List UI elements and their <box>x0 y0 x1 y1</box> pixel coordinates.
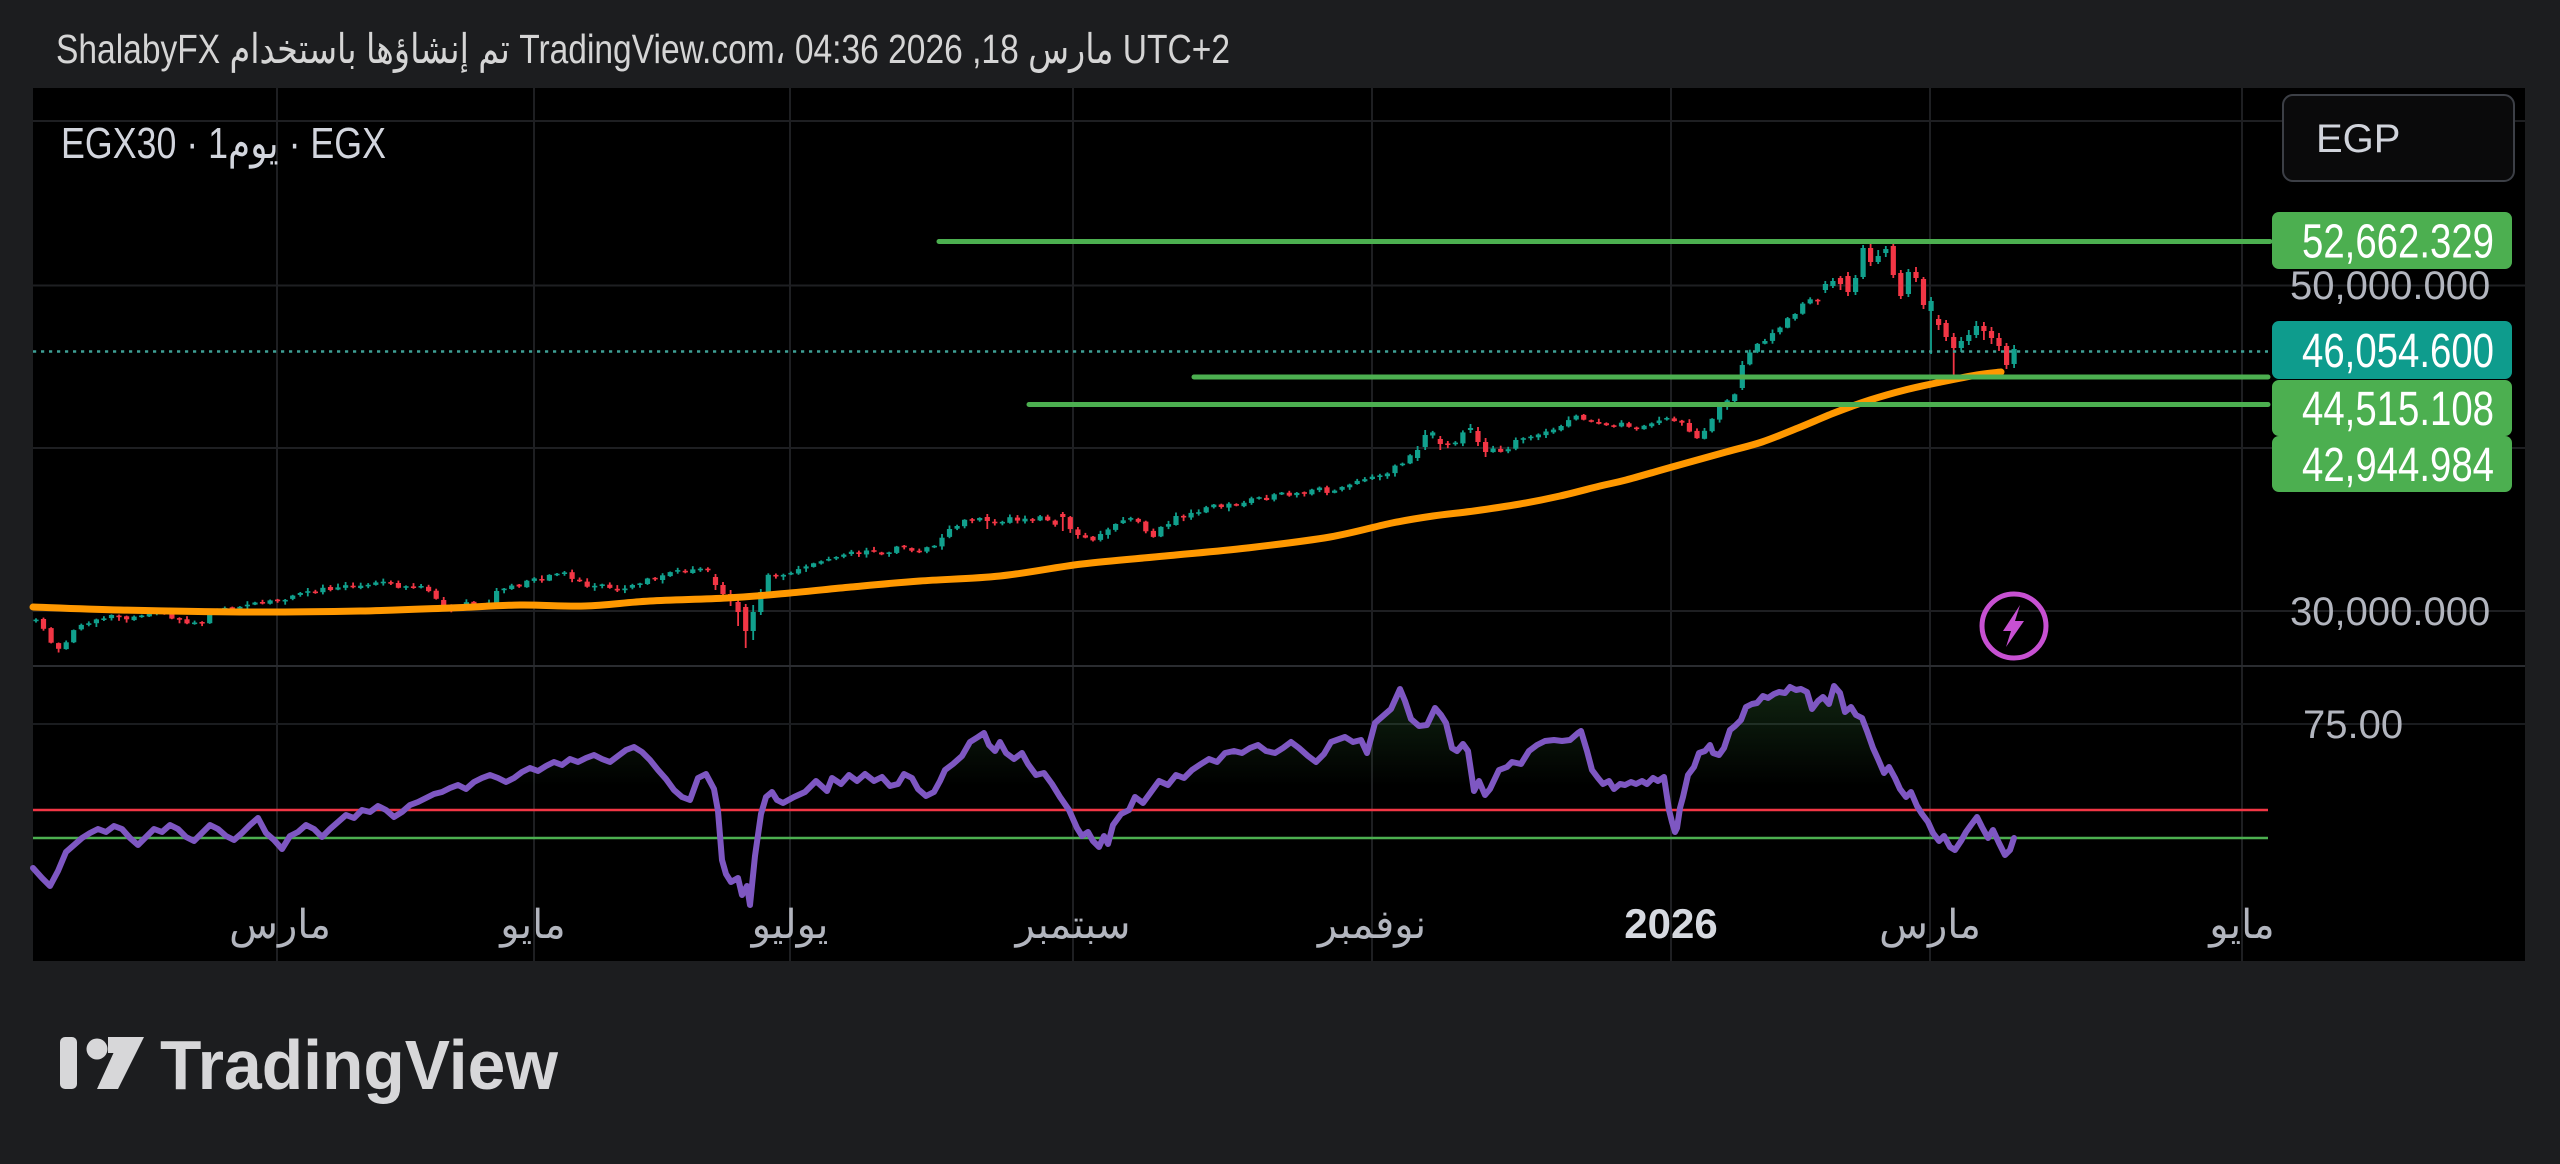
svg-text:44,515.108: 44,515.108 <box>2302 383 2494 436</box>
svg-text:2026: 2026 <box>1624 900 1717 947</box>
svg-text:EGX30 · 1يوم · EGX: EGX30 · 1يوم · EGX <box>61 119 386 169</box>
svg-text:يوليو: يوليو <box>750 903 829 948</box>
svg-text:مايو: مايو <box>2207 903 2274 948</box>
svg-text:EGP: EGP <box>2316 117 2400 161</box>
svg-text:50,000.000: 50,000.000 <box>2290 264 2490 308</box>
svg-text:نوفمبر: نوفمبر <box>1316 903 1426 948</box>
svg-text:75.00: 75.00 <box>2303 703 2403 747</box>
svg-text:مارس: مارس <box>229 903 331 948</box>
svg-text:46,054.600: 46,054.600 <box>2302 325 2494 378</box>
svg-text:مارس: مارس <box>1879 903 1981 948</box>
svg-text:ShalabyFX تم إنشاؤها باستخدام: ShalabyFX تم إنشاؤها باستخدام TradingVie… <box>56 26 1230 74</box>
svg-text:TradingView: TradingView <box>160 1026 559 1104</box>
svg-text:42,944.984: 42,944.984 <box>2302 439 2494 492</box>
svg-text:30,000.000: 30,000.000 <box>2290 590 2490 634</box>
svg-text:سبتمبر: سبتمبر <box>1014 903 1131 948</box>
svg-text:52,662.329: 52,662.329 <box>2302 216 2494 269</box>
svg-text:مايو: مايو <box>498 903 565 948</box>
